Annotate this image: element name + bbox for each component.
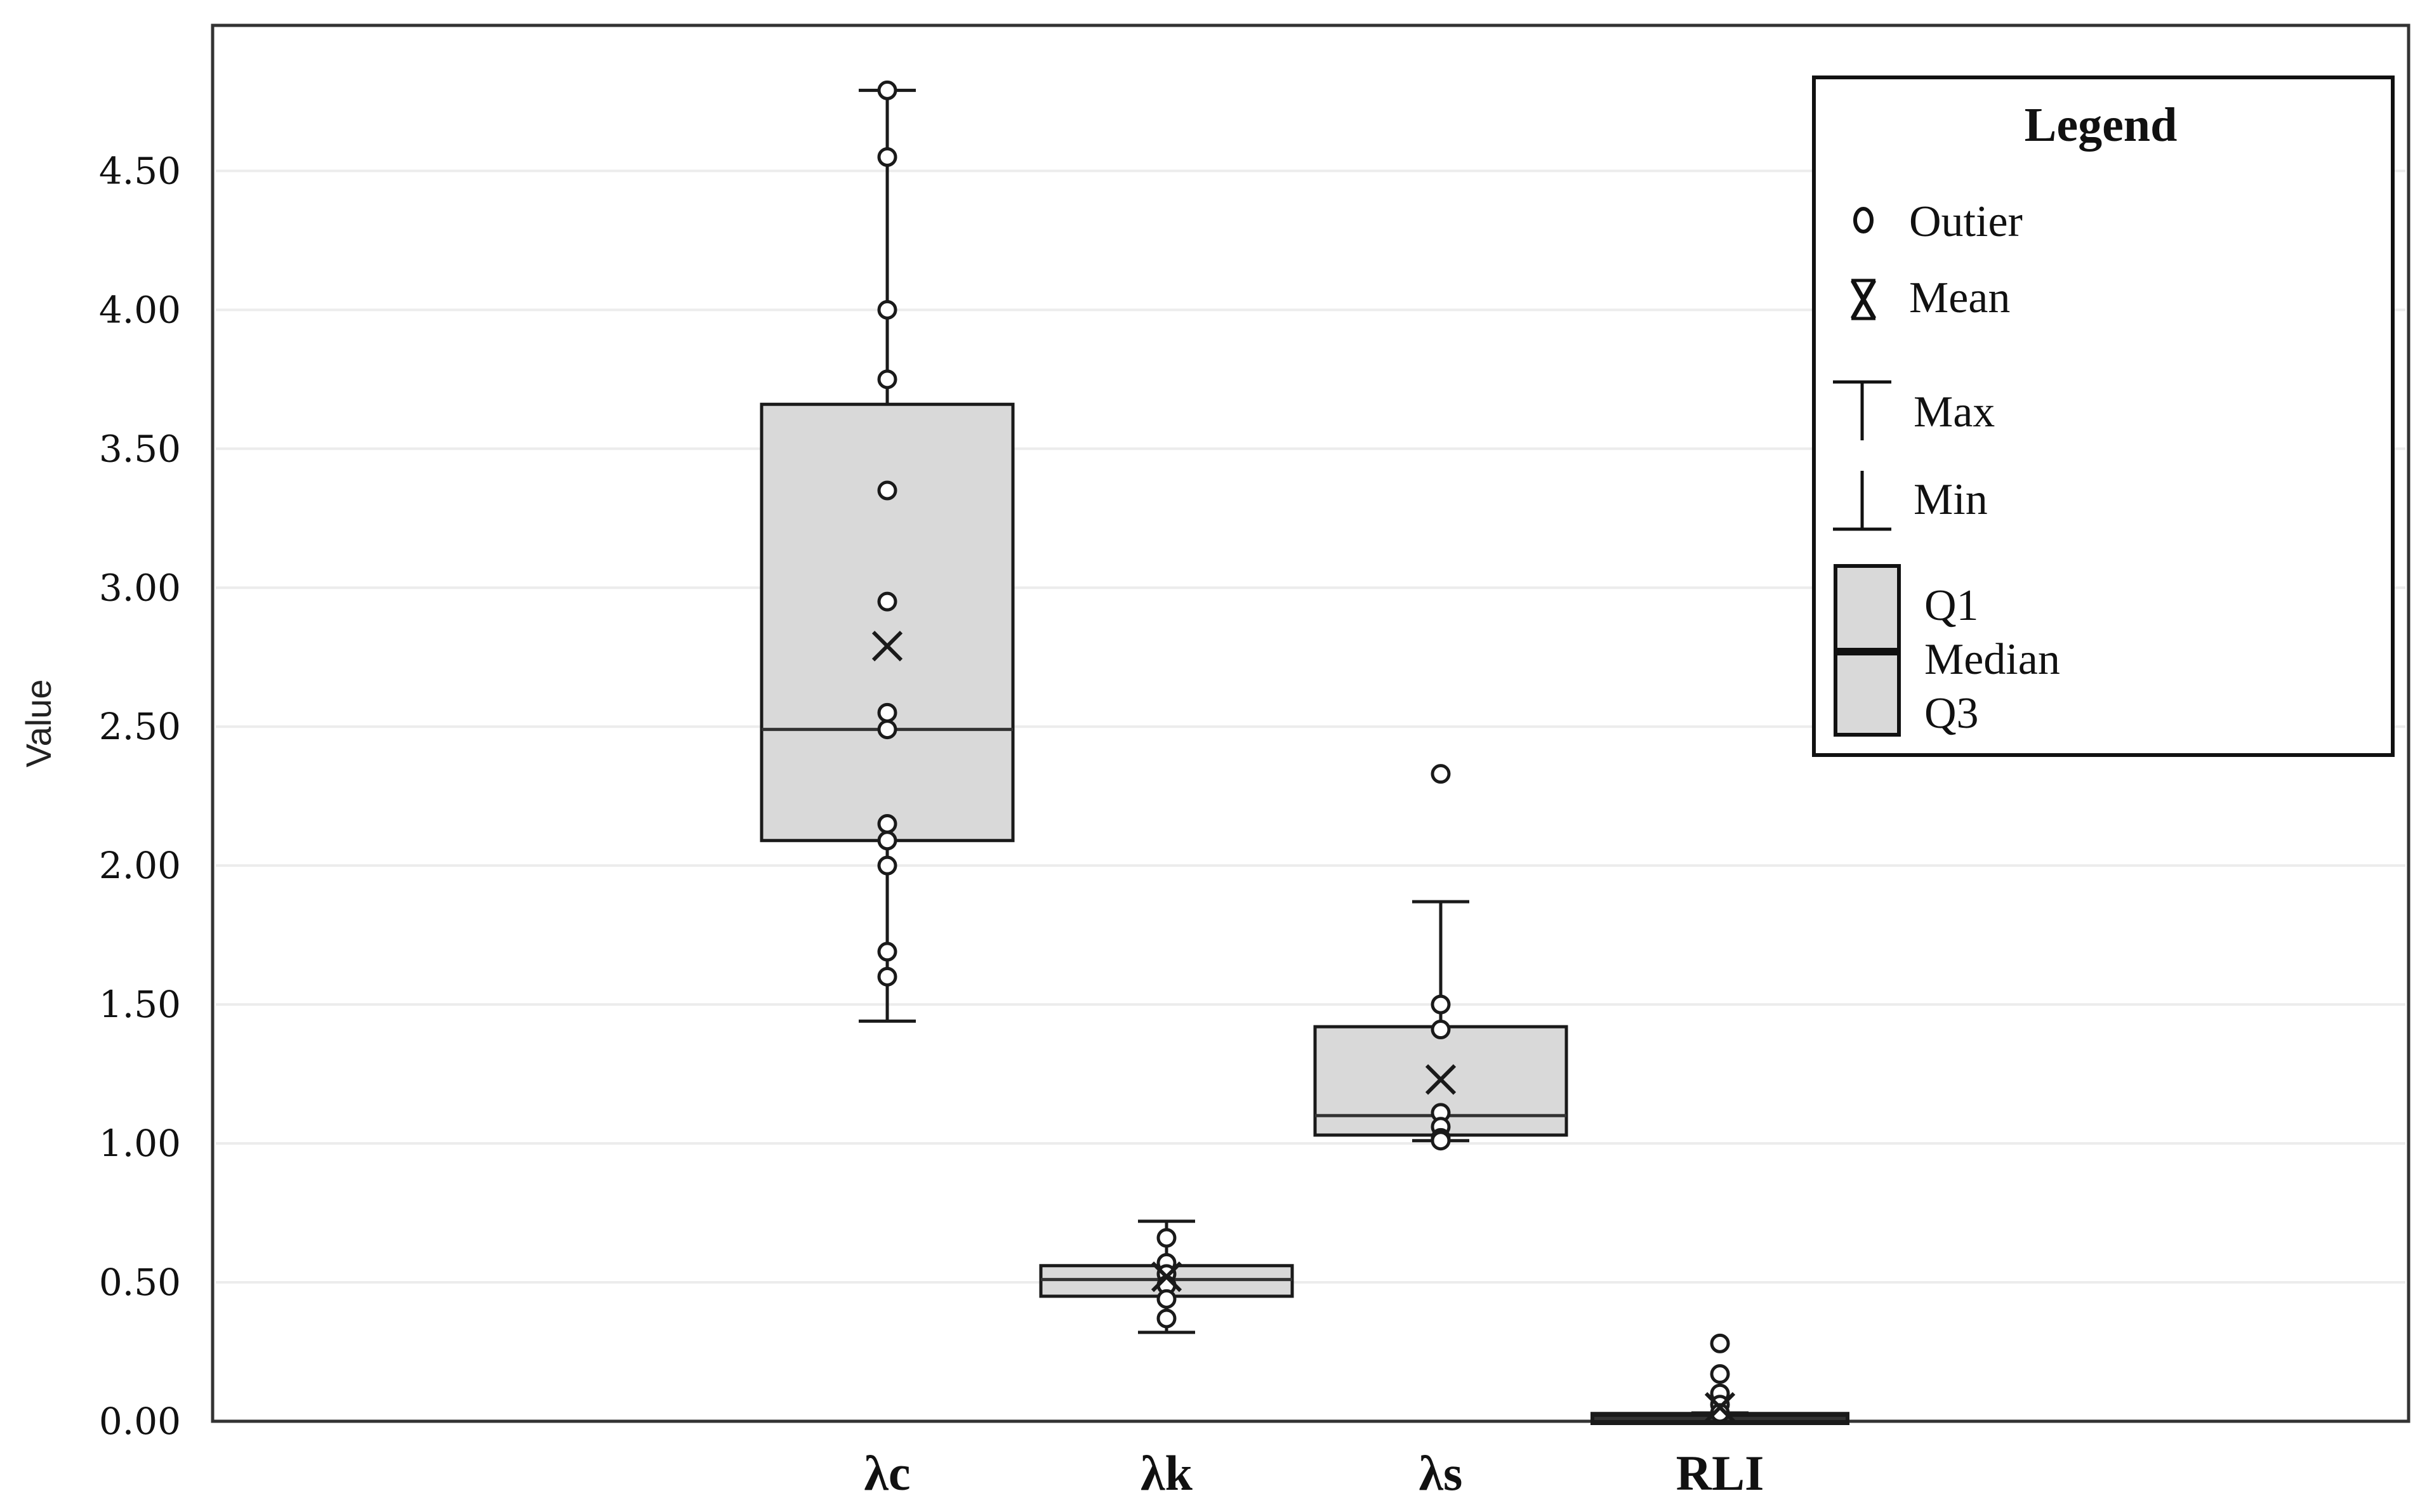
legend-title: Legend (2025, 98, 2178, 152)
data-point (1431, 1131, 1451, 1151)
circle-icon (1853, 207, 1874, 233)
min-whisker-icon (1833, 471, 1891, 531)
iqr-box (760, 402, 1015, 843)
data-point (877, 369, 897, 390)
max-whisker-icon (1833, 380, 1891, 440)
data-point (877, 831, 897, 851)
mean-marker (871, 631, 903, 662)
boxes (760, 80, 1849, 1426)
y-tick-label: 0.50 (99, 1261, 181, 1304)
box-λk (1039, 1219, 1294, 1334)
data-point (877, 591, 897, 612)
y-tick-label: 4.00 (99, 288, 181, 331)
data-point (877, 966, 897, 987)
y-tick-label: 3.00 (99, 566, 181, 609)
data-point (877, 80, 897, 100)
data-point (877, 702, 897, 723)
legend-outlier-label: Outier (1909, 197, 2023, 246)
box-RLI (1590, 1333, 1849, 1426)
y-tick-label: 0.00 (99, 1400, 181, 1443)
mean-marker (1704, 1391, 1736, 1423)
legend-q1-label: Q1 (1924, 581, 1979, 630)
y-tick-label: 2.00 (99, 844, 181, 887)
y-axis-ticks: 0.00 0.50 1.00 1.50 2.00 2.50 3.00 3.50 4.00 4.50 (99, 149, 181, 1443)
x-category-label: λc (864, 1445, 911, 1501)
y-tick-label: 3.50 (99, 427, 181, 470)
legend-q3-label: Q3 (1924, 689, 1979, 738)
data-point (877, 299, 897, 320)
data-point (877, 942, 897, 962)
data-point (1710, 1333, 1730, 1353)
data-point (1431, 994, 1451, 1015)
x-category-label: λk (1141, 1445, 1193, 1501)
mean-marker (1151, 1261, 1182, 1292)
y-tick-label: 4.50 (99, 149, 181, 192)
data-point (1156, 1308, 1177, 1329)
legend-min-label: Min (1914, 475, 1988, 524)
legend: Legend Outier Mean Max Min (1812, 76, 2395, 757)
legend-frame (1812, 76, 2395, 757)
data-point (877, 147, 897, 167)
mean-marker (1425, 1064, 1457, 1095)
data-point (877, 855, 897, 876)
data-point (1431, 764, 1451, 784)
x-axis-category-labels: λc λk λs RLI (864, 1445, 1764, 1501)
data-point (1431, 1020, 1451, 1040)
legend-max-label: Max (1914, 388, 1995, 437)
box-icon (1834, 564, 1901, 737)
x-category-label: RLI (1676, 1445, 1764, 1501)
box-λs (1313, 764, 1568, 1151)
y-tick-label: 2.50 (99, 705, 181, 748)
data-point (877, 813, 897, 834)
x-category-label: λs (1419, 1445, 1463, 1501)
data-point (1156, 1228, 1177, 1248)
y-tick-label: 1.50 (99, 983, 181, 1026)
box-λc (760, 80, 1015, 1023)
data-point (1710, 1364, 1730, 1384)
x-mark-icon (1850, 279, 1877, 320)
y-axis-title: Value (18, 679, 58, 767)
y-tick-label: 1.00 (99, 1122, 181, 1165)
data-point (877, 480, 897, 501)
data-point (1156, 1289, 1177, 1309)
data-point (877, 720, 897, 740)
legend-mean-label: Mean (1909, 273, 2010, 322)
legend-median-label: Median (1924, 635, 2060, 684)
